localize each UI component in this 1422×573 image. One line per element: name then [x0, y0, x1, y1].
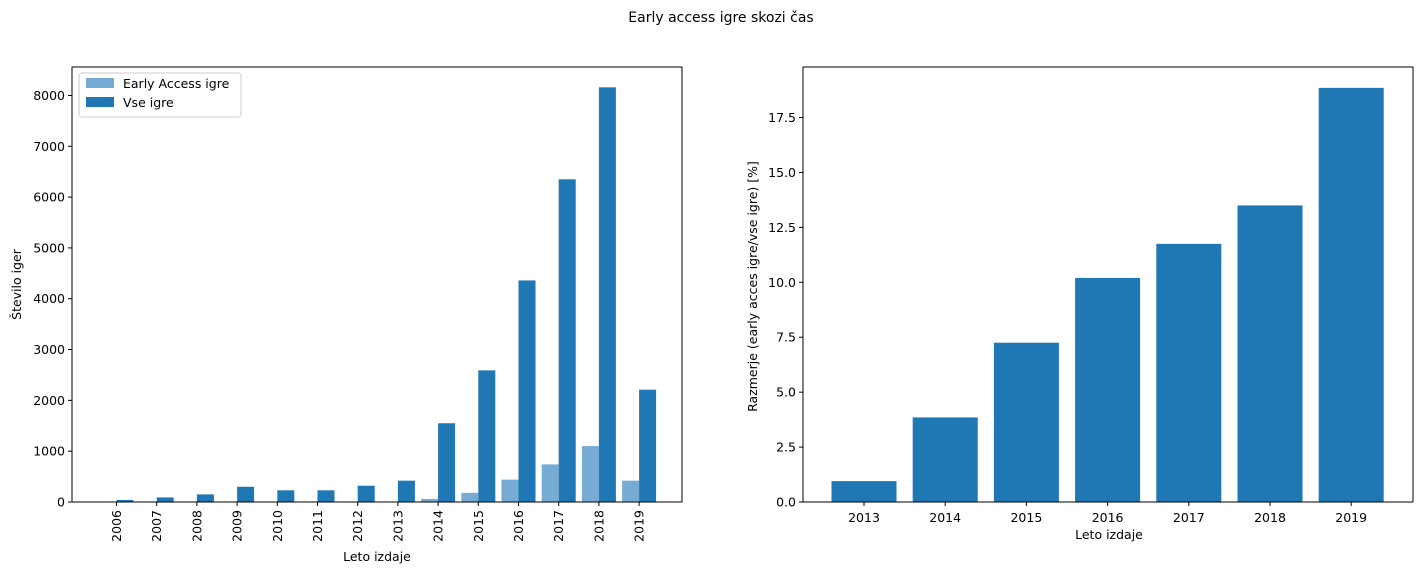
bar-all-games-2009 [237, 486, 255, 502]
y-axis-label: Število iger [9, 248, 24, 320]
x-tick-label: 2009 [230, 510, 245, 542]
bar-all-games-2012 [357, 485, 375, 502]
y-tick-label: 1000 [33, 444, 65, 459]
bar-all-games-2013 [397, 480, 415, 502]
y-tick-label: 8000 [33, 88, 65, 103]
y-tick-label: 15.0 [768, 165, 796, 180]
y-tick-label: 6000 [33, 190, 65, 205]
bar-all-games-2018 [598, 87, 616, 503]
y-tick-label: 3000 [33, 342, 65, 357]
y-tick-label: 0 [57, 495, 65, 510]
x-axis-label: Leto izdaje [343, 549, 411, 564]
bar-ratio-2015 [993, 342, 1059, 502]
x-tick-label: 2016 [511, 510, 526, 542]
y-tick-label: 5000 [33, 240, 65, 255]
x-axis-label: Leto izdaje [1075, 527, 1143, 542]
x-tick-label: 2008 [189, 510, 204, 542]
y-tick-label: 4000 [33, 291, 65, 306]
x-tick-label: 2006 [109, 510, 124, 542]
bar-ratio-2014 [912, 417, 978, 502]
bar-all-games-2011 [317, 490, 335, 502]
bar-all-games-2014 [438, 423, 456, 502]
legend-box [78, 72, 242, 118]
bar-all-games-2006 [116, 499, 134, 502]
y-tick-label: 10.0 [768, 275, 796, 290]
x-tick-label: 2015 [471, 510, 486, 542]
y-tick-label: 2000 [33, 393, 65, 408]
x-tick-label: 2017 [551, 510, 566, 542]
y-tick-label: 17.5 [768, 110, 796, 125]
y-tick-label: 7000 [33, 139, 65, 154]
bar-early-access-2016 [501, 479, 519, 502]
x-tick-label: 2007 [149, 510, 164, 542]
x-tick-label: 2013 [848, 510, 880, 525]
x-tick-label: 2017 [1173, 510, 1205, 525]
x-tick-label: 2019 [632, 510, 647, 542]
chart-right-panel: 0.0 2.5 5.0 7.5 10.0 12.5 15.0 17.5 2013 2014 2015… [745, 66, 1414, 542]
bar-ratio-2013 [831, 481, 897, 502]
x-tick-label: 2012 [350, 510, 365, 542]
bar-early-access-2019 [622, 480, 640, 502]
x-tick-label: 2019 [1335, 510, 1367, 525]
y-tick-label: 12.5 [768, 220, 796, 235]
bar-early-access-2015 [461, 492, 479, 502]
bar-early-access-2017 [541, 464, 559, 502]
y-tick-label: 2.5 [776, 440, 796, 455]
bar-all-games-2010 [277, 490, 295, 502]
x-tick-label: 2018 [1254, 510, 1286, 525]
bar-all-games-2019 [639, 389, 657, 502]
x-tick-label: 2011 [310, 510, 325, 542]
legend: Early Access igre Vse igre [78, 72, 242, 118]
x-tick-label: 2015 [1010, 510, 1042, 525]
figure-title: Early access igre skozi čas [628, 10, 813, 26]
bar-ratio-2016 [1075, 277, 1141, 502]
y-tick-label: 7.5 [776, 330, 796, 345]
bar-ratio-2018 [1237, 205, 1303, 502]
bar-all-games-2017 [558, 179, 576, 502]
x-tick-label: 2014 [929, 510, 961, 525]
x-tick-label: 2014 [431, 510, 446, 542]
chart-left-panel: 0 1000 2000 3000 4000 5000 6000 7000 8000 2006 200… [9, 66, 683, 564]
x-tick-label: 2013 [390, 510, 405, 542]
bar-ratio-2017 [1156, 243, 1222, 502]
plot-frame [71, 66, 683, 503]
x-tick-label: 2016 [1092, 510, 1124, 525]
x-tick-label: 2010 [270, 510, 285, 542]
y-tick-label: 0.0 [776, 495, 796, 510]
bar-all-games-2007 [156, 497, 174, 502]
bar-ratio-2019 [1318, 87, 1384, 502]
x-tick-label: 2018 [591, 510, 606, 542]
legend-swatch [86, 97, 114, 107]
bar-early-access-2018 [581, 446, 599, 502]
y-axis-label: Razmerje (early acces igre/vse igre) [%] [745, 161, 760, 412]
legend-label: Early Access igre [123, 76, 230, 91]
bar-all-games-2015 [478, 370, 496, 502]
bar-all-games-2008 [196, 494, 214, 502]
legend-swatch [86, 78, 114, 88]
bar-all-games-2016 [518, 280, 536, 502]
legend-label: Vse igre [123, 95, 174, 110]
bar-early-access-2014 [421, 498, 439, 502]
y-tick-label: 5.0 [776, 385, 796, 400]
